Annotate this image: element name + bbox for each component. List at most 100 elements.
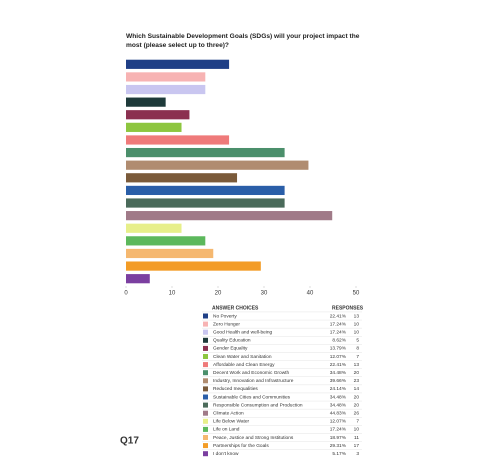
answer-choice: Reduced Inequalities xyxy=(213,386,258,392)
legend-swatch xyxy=(203,345,208,351)
bar xyxy=(126,72,206,82)
bar xyxy=(126,122,182,132)
bar xyxy=(126,185,285,196)
response-count: 7 xyxy=(356,354,359,360)
response-percent: 34.48% xyxy=(330,402,347,408)
response-percent: 8.62% xyxy=(332,338,346,344)
x-tick-label: 30 xyxy=(261,291,268,297)
response-count: 3 xyxy=(356,451,359,457)
response-count: 20 xyxy=(354,370,360,376)
answer-choice: No Poverty xyxy=(213,313,237,319)
answer-choice: Quality Education xyxy=(213,338,251,344)
response-count: 7 xyxy=(356,419,359,425)
response-percent: 24.14% xyxy=(330,386,347,392)
answer-choice: Partnerships for the Goals xyxy=(213,443,269,449)
answer-choice: Life on Land xyxy=(213,427,240,433)
bar xyxy=(126,84,206,95)
response-count: 8 xyxy=(356,346,359,352)
response-percent: 29.31% xyxy=(330,443,347,449)
x-tick-label: 40 xyxy=(307,291,314,297)
response-percent: 17.24% xyxy=(330,321,347,327)
response-count: 14 xyxy=(354,386,360,392)
response-percent: 17.24% xyxy=(330,427,347,433)
bar xyxy=(126,147,285,158)
answer-choice: Zero Hunger xyxy=(213,321,240,327)
legend-swatch xyxy=(203,386,208,392)
answer-choice: Life Below Water xyxy=(213,419,249,425)
response-percent: 22.41% xyxy=(330,362,347,368)
legend-swatch xyxy=(203,321,208,327)
legend-swatch xyxy=(203,443,208,449)
response-count: 20 xyxy=(354,402,360,408)
legend-swatch xyxy=(203,435,208,440)
legend-swatch xyxy=(203,410,208,416)
response-count: 11 xyxy=(354,435,359,441)
response-count: 20 xyxy=(354,394,360,400)
bar xyxy=(126,59,230,69)
response-count: 10 xyxy=(354,329,360,335)
legend-swatch xyxy=(203,362,208,368)
answer-choice: Decent Work and Economic Growth xyxy=(213,370,289,376)
answer-choice: Clean Water and Sanitation xyxy=(213,354,272,360)
response-percent: 34.48% xyxy=(330,370,347,376)
answer-choice: Good Health and well-being xyxy=(213,329,273,335)
answer-choice: I don't know xyxy=(213,451,239,457)
response-percent: 44.83% xyxy=(330,410,347,416)
legend-swatch xyxy=(203,313,208,319)
answer-choice: Industry, Innovation and Infrastructure xyxy=(213,378,294,384)
table-header: RESPONSES xyxy=(332,305,364,311)
response-count: 5 xyxy=(356,338,359,344)
response-percent: 22.41% xyxy=(330,313,347,319)
answer-choice: Affordable and Clean Energy xyxy=(213,362,275,368)
answer-choice: Responsible Consumption and Production xyxy=(213,402,303,408)
bar xyxy=(126,110,190,120)
response-count: 17 xyxy=(354,443,360,449)
bar xyxy=(126,211,333,221)
bar xyxy=(126,135,230,145)
response-count: 10 xyxy=(354,321,360,327)
answer-choice: Sustainable Cities and Communities xyxy=(213,394,291,400)
response-percent: 12.07% xyxy=(330,419,347,425)
response-percent: 34.48% xyxy=(330,394,347,400)
answer-choice: Climate Action xyxy=(213,410,244,416)
response-percent: 5.17% xyxy=(332,451,346,457)
bar xyxy=(126,173,238,183)
bar xyxy=(126,97,166,107)
x-tick-label: 10 xyxy=(169,291,176,297)
bar xyxy=(126,198,285,208)
legend-swatch xyxy=(203,451,208,457)
table-header: ANSWER CHOICES xyxy=(212,305,259,311)
legend-swatch xyxy=(203,329,208,335)
response-count: 13 xyxy=(354,362,360,368)
chart-title: Which Sustainable Development Goals (SDG… xyxy=(126,33,360,49)
response-percent: 39.66% xyxy=(330,378,347,384)
response-count: 23 xyxy=(354,378,360,384)
answer-choice: Peace, Justice and Strong Institutions xyxy=(213,435,294,441)
legend-swatch xyxy=(203,337,208,343)
legend-swatch xyxy=(203,370,208,376)
response-percent: 12.07% xyxy=(330,354,347,360)
x-tick-label: 50 xyxy=(353,291,360,297)
bar xyxy=(126,223,182,233)
response-percent: 17.24% xyxy=(330,329,347,335)
bar xyxy=(126,160,309,170)
bar xyxy=(126,236,206,246)
legend-swatch xyxy=(203,418,208,424)
question-label: Q17 xyxy=(120,436,139,447)
bar xyxy=(126,248,214,259)
answer-choice: Gender Equality xyxy=(213,346,248,352)
response-count: 13 xyxy=(354,313,360,319)
bar xyxy=(126,274,150,284)
response-count: 26 xyxy=(354,410,360,416)
response-percent: 18.97% xyxy=(330,435,347,441)
response-percent: 13.79% xyxy=(330,346,347,352)
legend-swatch xyxy=(203,378,208,384)
legend-swatch xyxy=(203,354,208,359)
legend-swatch xyxy=(203,394,208,400)
legend-swatch xyxy=(203,426,208,432)
bar xyxy=(126,261,261,271)
response-count: 10 xyxy=(354,427,360,433)
x-tick-label: 20 xyxy=(215,291,222,297)
